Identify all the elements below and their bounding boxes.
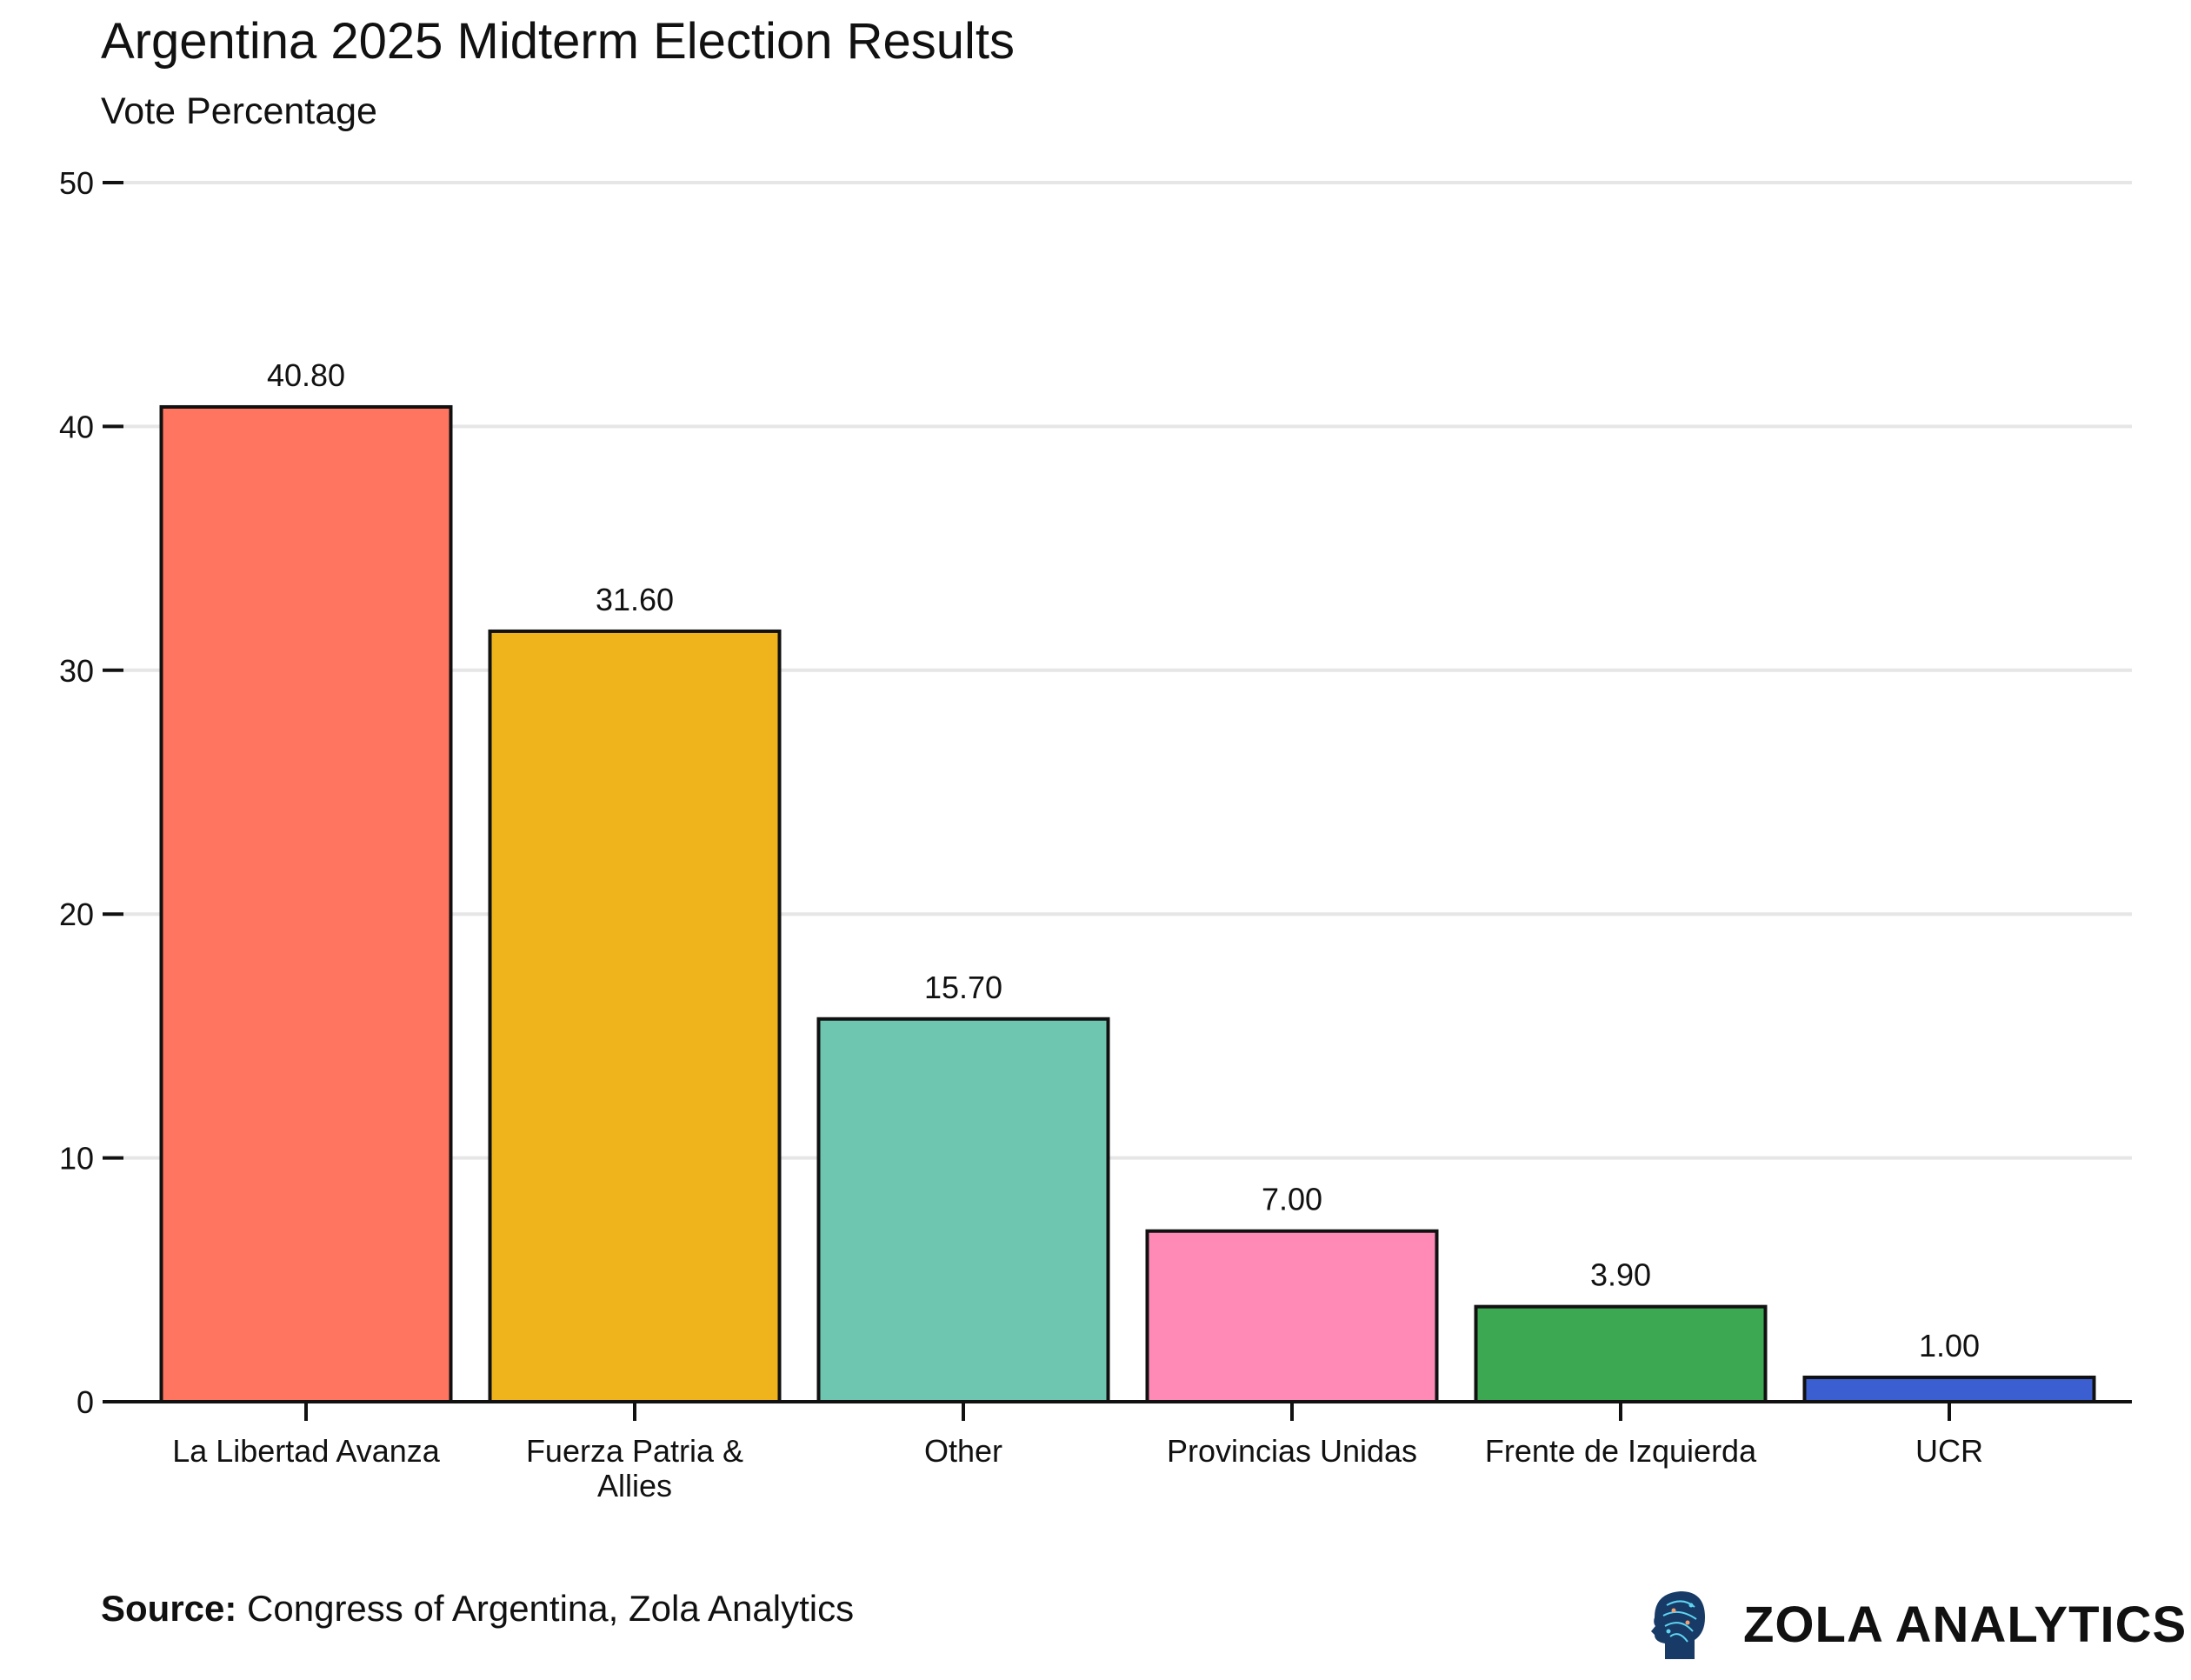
x-tick-label: Other: [924, 1433, 1002, 1469]
logo-text: ZOLA ANALYTICS: [1743, 1596, 2188, 1653]
y-tick-label: 40: [59, 409, 94, 444]
bar-other: [816, 1017, 1110, 1403]
x-tick-label-line: UCR: [1915, 1433, 1983, 1469]
x-tick-label: Fuerza Patria & Allies: [526, 1433, 743, 1503]
source-label: Source:: [101, 1588, 237, 1629]
x-tick-label-line: La Libertad Avanza: [172, 1433, 441, 1469]
brain-head-icon: [1651, 1591, 1705, 1659]
x-tick-label: Frente de Izquierda: [1485, 1433, 1757, 1469]
chart-title: Argentina 2025 Midterm Election Results: [101, 13, 1015, 70]
x-tick-label: Provincias Unidas: [1167, 1433, 1417, 1469]
y-tick-label: 20: [59, 897, 94, 932]
x-tick-label: UCR: [1915, 1433, 1983, 1469]
x-tick-label-line: Frente de Izquierda: [1485, 1433, 1757, 1469]
x-tick-label: La Libertad Avanza: [172, 1433, 441, 1469]
bar-frente-de-izquierda: [1474, 1304, 1768, 1404]
x-axis: La Libertad Avanza Fuerza Patria & Allies O…: [123, 1400, 2132, 1503]
gridlines: [123, 181, 2132, 1160]
zola-analytics-logo: ZOLA ANALYTICS: [1648, 1588, 2187, 1661]
y-tick-label: 50: [59, 165, 94, 201]
bar-la-libertad-avanza: [159, 404, 453, 1403]
data-label: 1.00: [1919, 1328, 1980, 1363]
x-tick-label-line: Allies: [597, 1468, 672, 1503]
bar-ucr: [1802, 1375, 2096, 1403]
source-text: Congress of Argentina, Zola Analytics: [236, 1588, 855, 1629]
data-label: 15.70: [924, 970, 1002, 1005]
data-label: 7.00: [1262, 1182, 1322, 1217]
chart-subtitle: Vote Percentage: [101, 90, 377, 132]
y-tick-label: 10: [59, 1141, 94, 1177]
y-tick-label: 30: [59, 653, 94, 689]
bars: 40.80 31.60 15.70 7.00 3.90 1.00: [159, 357, 2096, 1404]
data-label: 31.60: [596, 582, 674, 617]
y-axis: 0 10 20 30 40 50: [59, 165, 123, 1420]
y-tick-label: 0: [77, 1384, 94, 1420]
bar-fuerza-patria-allies: [488, 629, 782, 1403]
x-tick-label-line: Provincias Unidas: [1167, 1433, 1417, 1469]
bar-provincias-unidas: [1145, 1229, 1439, 1403]
source-note: Source: Congress of Argentina, Zola Anal…: [101, 1588, 854, 1630]
data-label: 3.90: [1590, 1257, 1651, 1293]
x-tick-label-line: Fuerza Patria &: [526, 1433, 743, 1469]
x-tick-label-line: Other: [924, 1433, 1002, 1469]
data-label: 40.80: [267, 357, 345, 393]
